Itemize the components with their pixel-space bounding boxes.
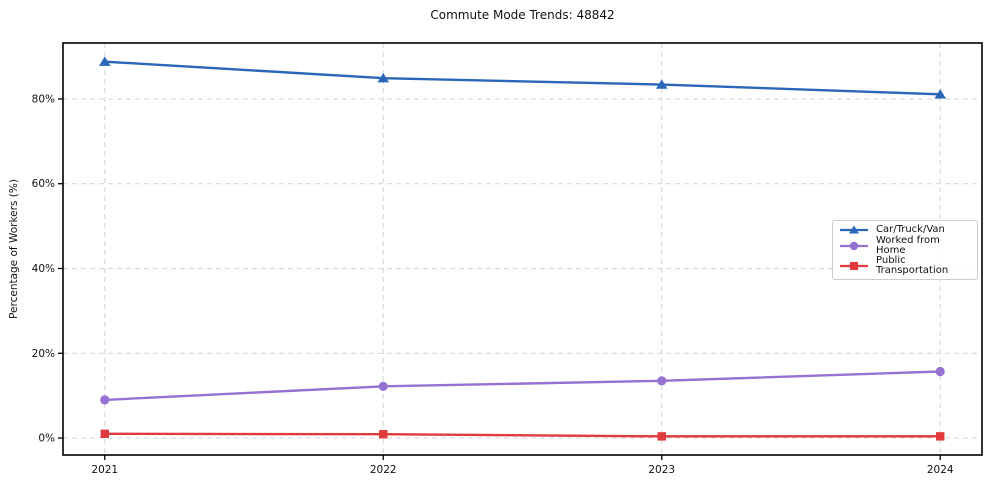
x-tick-label: 2021 <box>91 464 118 476</box>
public-transportation-legend-swatch <box>840 262 868 270</box>
chart-title: Commute Mode Trends: 48842 <box>430 8 615 22</box>
y-tick-label: 80% <box>32 93 55 105</box>
car-truck-van-triangle-icon <box>849 225 859 234</box>
series-car-truck-van-triangle-marker <box>98 56 111 66</box>
y-tick-label: 20% <box>32 348 55 360</box>
legend-label-worked-from-home: Worked from Home <box>876 235 940 256</box>
series-worked-from-home-circle-marker <box>100 395 110 405</box>
axes-border <box>62 42 983 456</box>
series-car-truck-van-triangle-marker <box>377 72 390 83</box>
series-worked-from-home-circle-marker <box>657 376 667 386</box>
series-line-car-truck-van <box>103 60 942 96</box>
x-tick-label: 2023 <box>648 464 675 476</box>
series-worked-from-home-circle-marker <box>935 366 945 377</box>
series-public-transportation-square-marker <box>379 430 388 439</box>
legend-label-car-truck-van: Car/Truck/Van <box>876 224 945 235</box>
worked-from-home-legend-swatch <box>840 241 868 251</box>
series-public-transportation-square-marker <box>100 429 109 439</box>
series-public-transportation-square-marker <box>657 432 666 441</box>
y-tick-label: 60% <box>32 178 55 190</box>
series-worked-from-home-circle-marker <box>378 381 388 391</box>
x-tick-label: 2024 <box>927 464 954 476</box>
series-line-public-transportation <box>103 432 942 438</box>
series-car-truck-van-triangle-marker <box>934 89 947 99</box>
series-line-worked-from-home <box>103 370 942 402</box>
worked-from-home-circle-icon <box>849 241 859 251</box>
y-tick-label: 40% <box>32 263 55 275</box>
legend: Car/Truck/Van Worked from Home Public Tran… <box>832 220 978 280</box>
public-transportation-square-icon <box>850 262 858 270</box>
series-public-transportation-square-marker <box>936 432 945 441</box>
legend-item-public-transportation: Public Transportation <box>839 256 971 276</box>
x-tick-label: 2022 <box>370 464 397 476</box>
legend-item-worked-from-home: Worked from Home <box>839 236 971 256</box>
car-truck-van-legend-swatch <box>840 225 868 234</box>
y-tick-label: 0% <box>38 433 55 445</box>
legend-item-car-truck-van: Car/Truck/Van <box>839 224 971 236</box>
series-car-truck-van-triangle-marker <box>655 79 668 89</box>
legend-label-public-transportation: Public Transportation <box>876 255 949 276</box>
